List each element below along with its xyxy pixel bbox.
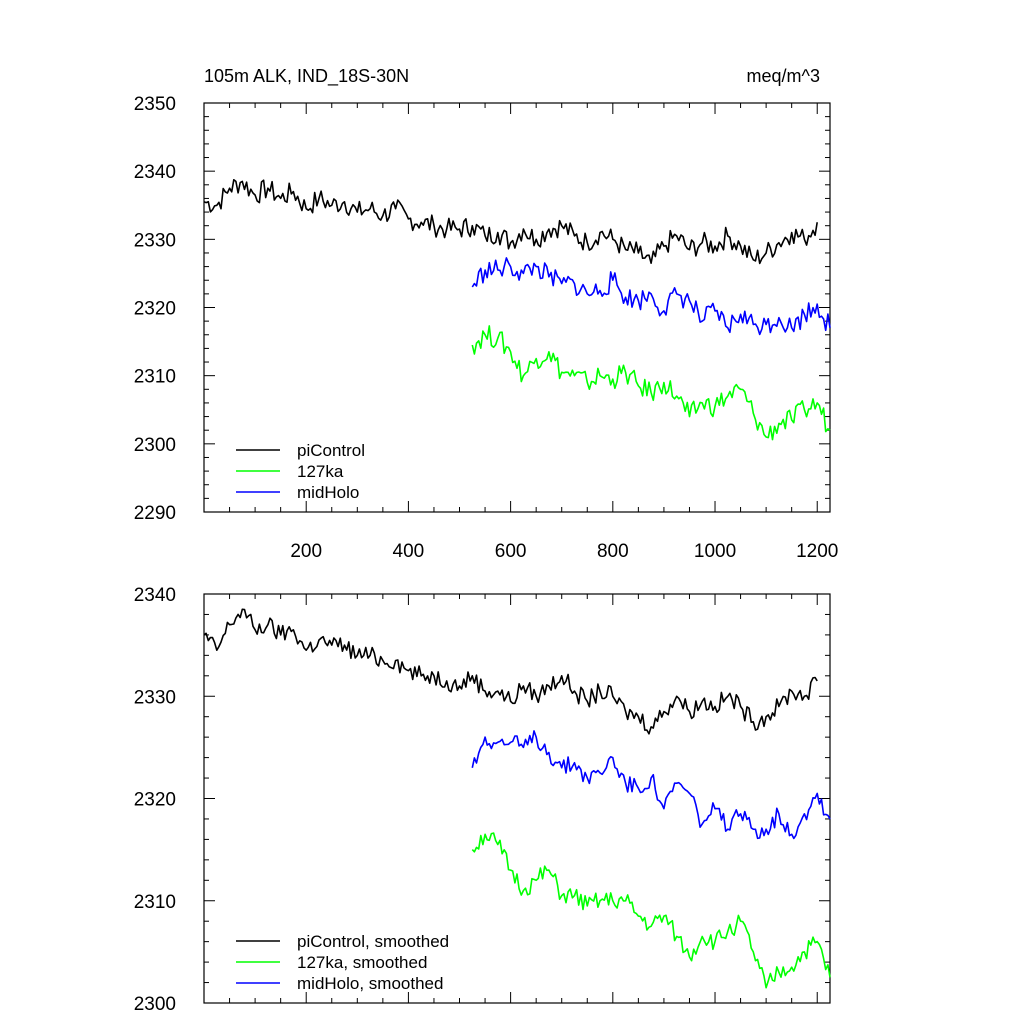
header-title: 105m ALK, IND_18S-30N <box>204 66 409 87</box>
y-tick-label: 2340 <box>134 162 176 183</box>
x-tick-label: 400 <box>393 541 425 562</box>
series-line-midholo <box>471 730 831 840</box>
legend-label: 127ka <box>297 462 344 481</box>
x-tick-label: 1200 <box>796 541 838 562</box>
top-panel: 2290 2300 2310 2320 2330 2340 2350 200 400 600 800… <box>134 94 839 562</box>
y-tick-label: 2300 <box>134 435 176 456</box>
header-units: meq/m^3 <box>747 66 820 86</box>
legend-label: 127ka, smoothed <box>297 953 427 972</box>
series-line-midholo <box>471 257 831 336</box>
series-line-picontrol <box>203 179 818 265</box>
legend-label: midHolo, smoothed <box>297 974 443 993</box>
y-tick-label: 2350 <box>134 94 176 115</box>
bottom-panel: 2300 2310 2320 2330 2340 piControl, smoothed 1… <box>134 585 831 1015</box>
legend-label: midHolo <box>297 483 359 502</box>
series-line-picontrol <box>203 608 818 735</box>
y-tick-label: 2330 <box>134 230 176 251</box>
y-tick-label: 2320 <box>134 790 176 811</box>
x-tick-label: 600 <box>495 541 527 562</box>
y-tick-label: 2320 <box>134 299 176 320</box>
x-tick-label: 800 <box>597 541 629 562</box>
x-tick-label: 200 <box>290 541 322 562</box>
x-tick-label: 1000 <box>694 541 736 562</box>
y-tick-label: 2310 <box>134 367 176 388</box>
y-tick-label: 2290 <box>134 503 176 524</box>
y-tick-label: 2300 <box>134 994 176 1015</box>
legend-label: piControl, smoothed <box>297 932 449 951</box>
y-tick-label: 2340 <box>134 585 176 606</box>
y-tick-label: 2310 <box>134 892 176 913</box>
legend-label: piControl <box>297 441 365 460</box>
series-line-127ka <box>471 325 831 441</box>
series-line-127ka <box>471 832 831 989</box>
y-tick-label: 2330 <box>134 687 176 708</box>
